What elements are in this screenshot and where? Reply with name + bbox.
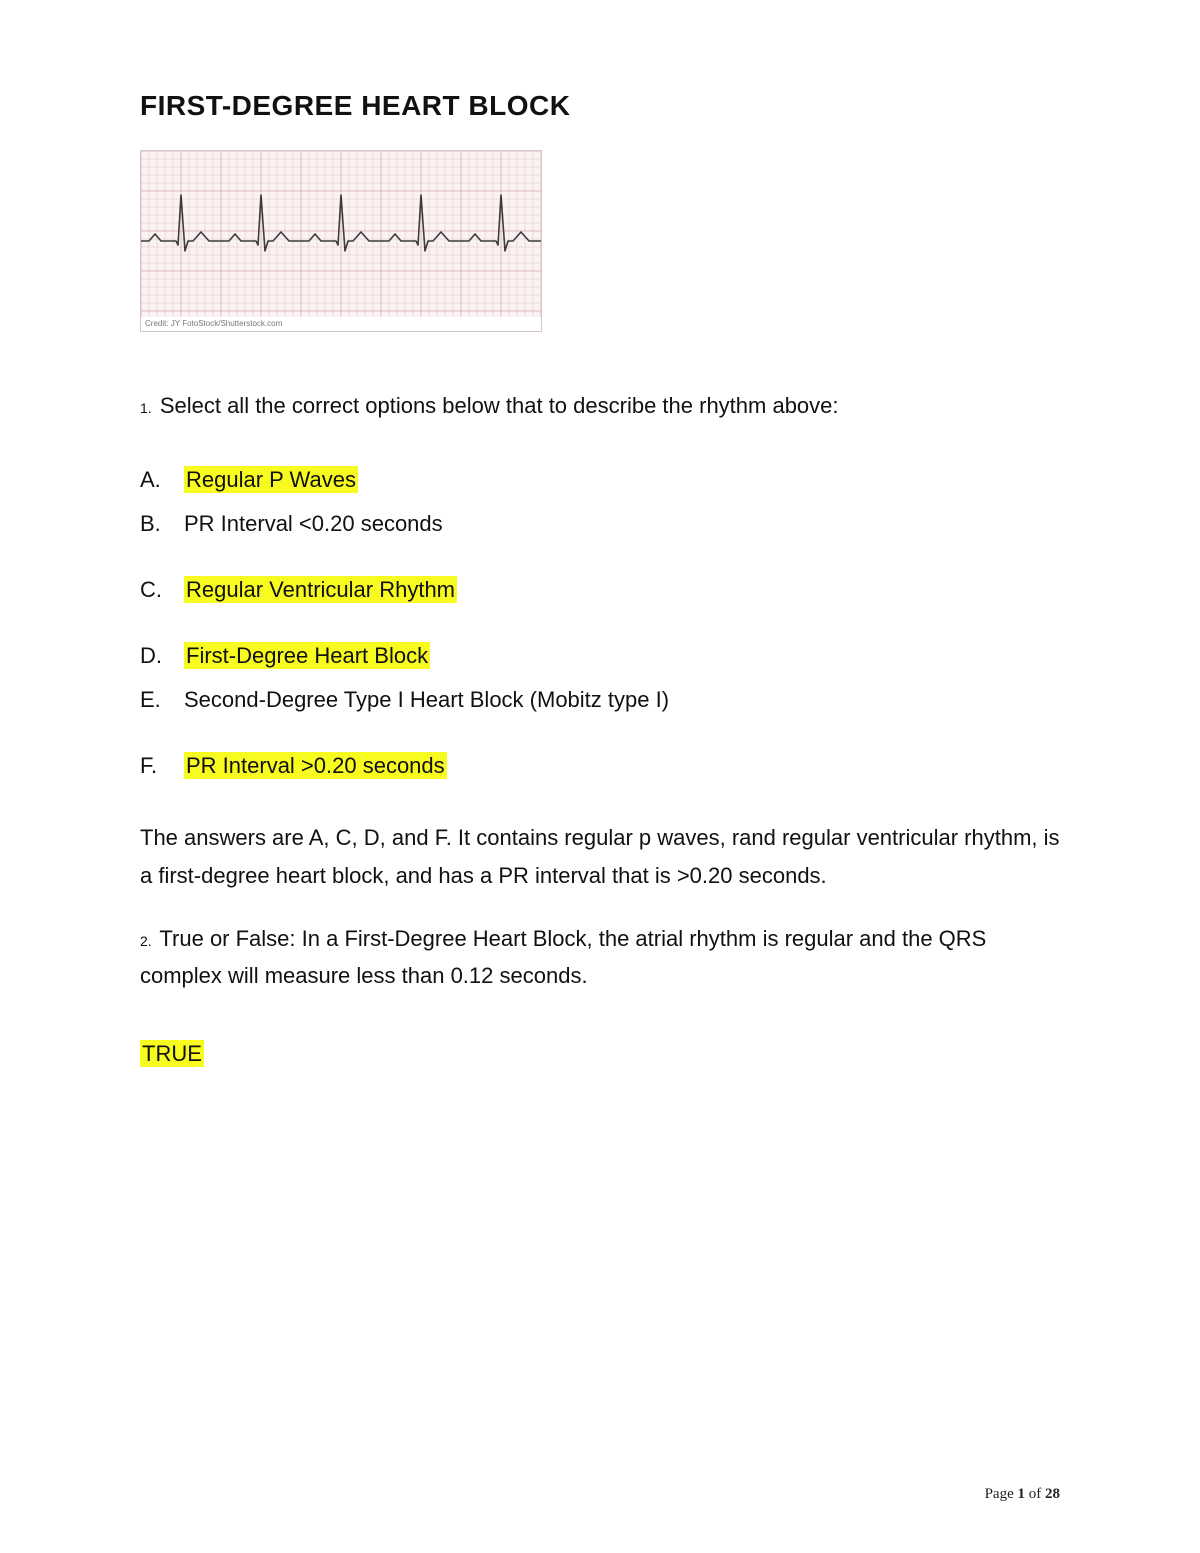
- option-text: PR Interval <0.20 seconds: [184, 511, 443, 537]
- footer-current: 1: [1018, 1486, 1026, 1502]
- page-title: FIRST-DEGREE HEART BLOCK: [140, 90, 1060, 122]
- option-row: B.PR Interval <0.20 seconds: [140, 511, 1060, 537]
- ecg-trace: [141, 151, 541, 331]
- footer-of: of: [1025, 1486, 1045, 1502]
- options-list: A.Regular P WavesB.PR Interval <0.20 sec…: [140, 467, 1060, 779]
- option-text: Second-Degree Type I Heart Block (Mobitz…: [184, 687, 669, 713]
- question-2-number: 2.: [140, 933, 152, 949]
- ecg-credit: Credit: JY FotoStock/Shutterstock.com: [141, 317, 541, 331]
- page-footer: Page 1 of 28: [985, 1486, 1060, 1503]
- option-letter: E.: [140, 687, 184, 713]
- question-2: 2. True or False: In a First-Degree Hear…: [140, 920, 1060, 995]
- option-letter: F.: [140, 753, 184, 779]
- option-row: C.Regular Ventricular Rhythm: [140, 577, 1060, 603]
- answer-2: TRUE: [140, 1041, 1060, 1067]
- explanation-text: The answers are A, C, D, and F. It conta…: [140, 819, 1060, 894]
- question-1-number: 1.: [140, 400, 152, 416]
- question-2-text: True or False: In a First-Degree Heart B…: [140, 926, 986, 988]
- option-letter: C.: [140, 577, 184, 603]
- answer-2-text: TRUE: [140, 1040, 204, 1067]
- option-text: PR Interval >0.20 seconds: [184, 753, 447, 779]
- option-row: D.First-Degree Heart Block: [140, 643, 1060, 669]
- option-row: F.PR Interval >0.20 seconds: [140, 753, 1060, 779]
- question-1: 1. Select all the correct options below …: [140, 388, 1060, 423]
- ecg-strip: Credit: JY FotoStock/Shutterstock.com: [140, 150, 542, 332]
- question-1-text: Select all the correct options below tha…: [160, 393, 839, 418]
- option-text: First-Degree Heart Block: [184, 643, 430, 669]
- option-letter: B.: [140, 511, 184, 537]
- page: FIRST-DEGREE HEART BLOCK Credit: JY Foto…: [0, 0, 1200, 1553]
- option-text: Regular P Waves: [184, 467, 358, 493]
- option-text: Regular Ventricular Rhythm: [184, 577, 457, 603]
- option-letter: A.: [140, 467, 184, 493]
- footer-prefix: Page: [985, 1486, 1018, 1502]
- option-row: E.Second-Degree Type I Heart Block (Mobi…: [140, 687, 1060, 713]
- option-letter: D.: [140, 643, 184, 669]
- footer-total: 28: [1045, 1486, 1060, 1502]
- option-row: A.Regular P Waves: [140, 467, 1060, 493]
